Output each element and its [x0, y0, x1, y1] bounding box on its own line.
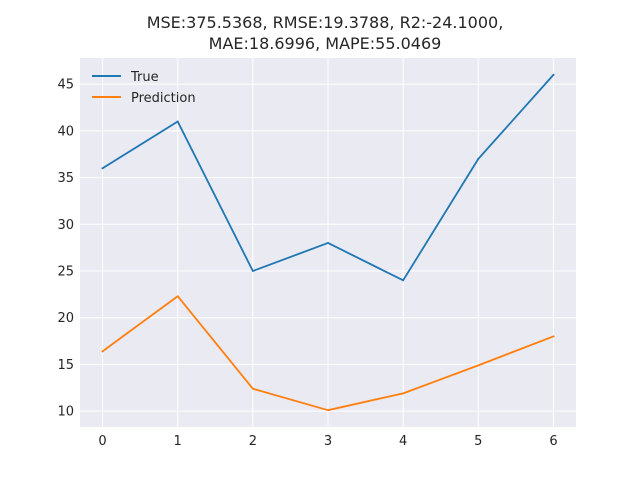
data-point-true [327, 242, 329, 244]
y-tick-label: 45 [57, 78, 74, 93]
data-point-true [101, 167, 104, 170]
legend-label-prediction: Prediction [131, 91, 196, 106]
data-point-prediction [402, 392, 405, 395]
y-tick-label: 25 [57, 264, 74, 279]
x-tick-label: 4 [399, 434, 407, 449]
data-point-true [176, 120, 179, 123]
data-point-true [552, 73, 555, 76]
data-point-prediction [176, 295, 179, 298]
legend: True Prediction [92, 70, 196, 106]
chart-title-line-2: MAE:18.6996, MAPE:55.0469 [209, 34, 442, 53]
data-point-prediction [327, 409, 329, 412]
y-tick-label: 35 [57, 171, 74, 186]
x-tick-label: 6 [549, 434, 557, 449]
x-tick-label: 0 [98, 434, 106, 449]
y-tick-label: 10 [57, 405, 74, 420]
data-point-prediction [477, 364, 480, 367]
data-point-prediction [552, 335, 555, 338]
data-point-true [402, 279, 405, 282]
chart-title-line-1: MSE:375.5368, RMSE:19.3788, R2:-24.1000, [147, 13, 504, 32]
y-tick-label: 30 [57, 218, 74, 233]
data-point-true [477, 157, 480, 160]
grid [80, 58, 576, 427]
legend-label-true: True [130, 70, 159, 85]
data-point-true [251, 270, 254, 272]
y-tick-label: 15 [57, 358, 74, 373]
x-tick-label: 3 [324, 434, 332, 449]
data-point-prediction [101, 350, 104, 353]
y-tick-label: 20 [57, 311, 74, 326]
series-group [101, 73, 555, 412]
x-tick-label: 5 [474, 434, 482, 449]
y-tick-label: 40 [57, 124, 74, 139]
data-point-prediction [251, 387, 254, 390]
x-tick-label: 2 [249, 434, 257, 449]
x-tick-label: 1 [174, 434, 182, 449]
